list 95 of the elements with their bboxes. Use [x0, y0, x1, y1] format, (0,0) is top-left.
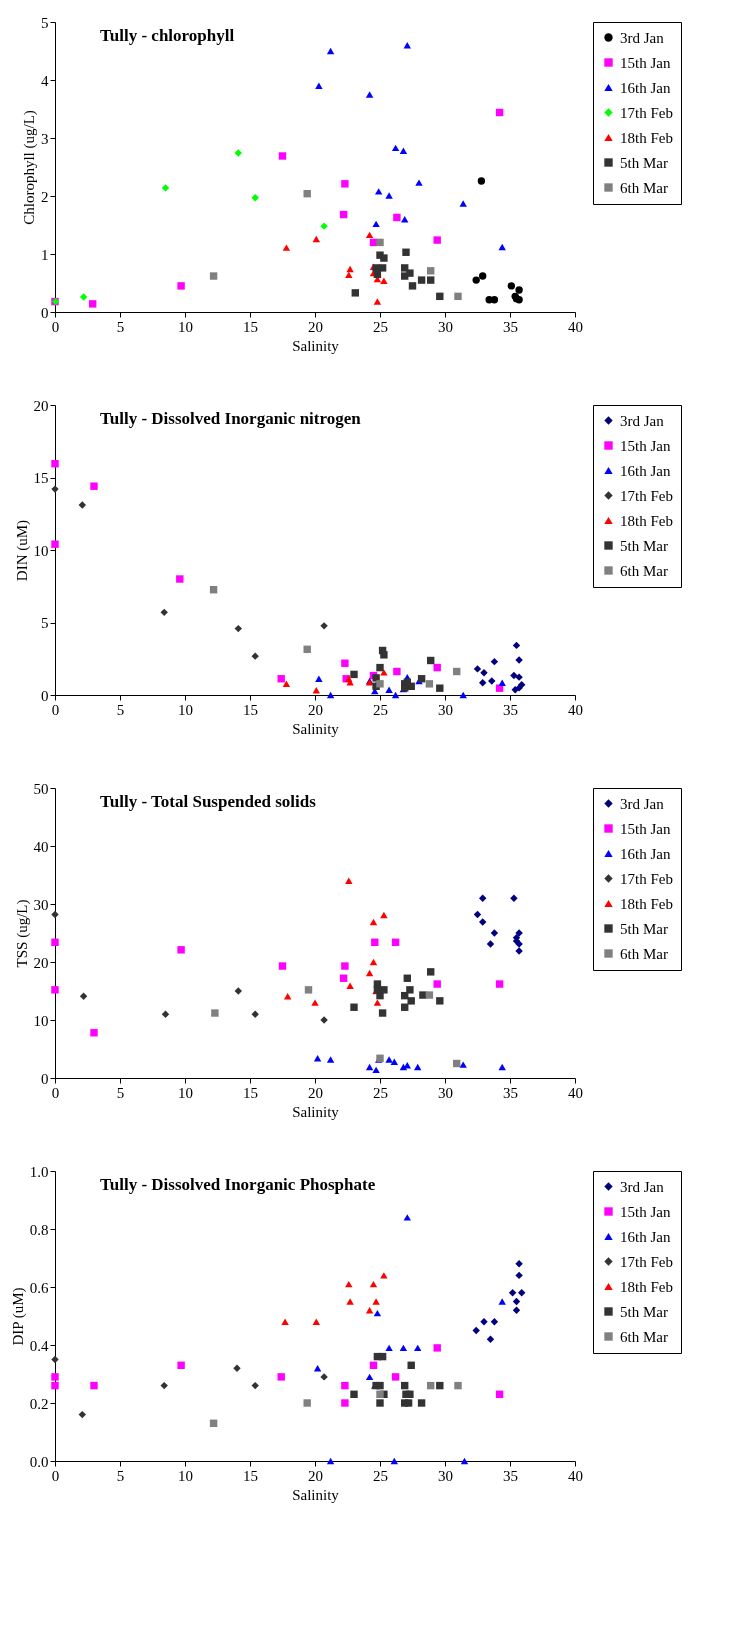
x-tick-label: 5 — [116, 1467, 125, 1484]
x-tick-label: 35 — [503, 701, 518, 718]
legend-label: 5th Mar — [620, 537, 668, 554]
y-tick-label: 0.4 — [29, 1337, 49, 1354]
legend-label: 3rd Jan — [620, 795, 665, 812]
legend-label: 5th Mar — [620, 154, 668, 171]
y-tick-label: 0.0 — [29, 1453, 49, 1470]
y-axis-title: DIN (uM) — [13, 519, 31, 582]
y-tick-label: 0.8 — [29, 1221, 49, 1238]
x-tick-label: 30 — [438, 1467, 453, 1484]
legend-label: 18th Feb — [620, 895, 673, 912]
x-tick-label: 40 — [568, 318, 583, 335]
x-tick-label: 30 — [438, 1084, 453, 1101]
x-tick-label: 30 — [438, 318, 453, 335]
y-tick-label: 0 — [41, 304, 49, 321]
x-tick-label: 15 — [243, 701, 258, 718]
x-tick-label: 25 — [373, 701, 388, 718]
x-tick-label: 15 — [243, 1084, 258, 1101]
x-tick-label: 15 — [243, 318, 258, 335]
x-tick-label: 30 — [438, 701, 453, 718]
legend-label: 5th Mar — [620, 920, 668, 937]
legend-label: 15th Jan — [620, 820, 671, 837]
legend-label: 3rd Jan — [620, 1178, 665, 1195]
chart-title: Tully - Total Suspended solids — [100, 792, 317, 811]
y-tick-label: 1.0 — [29, 1163, 49, 1180]
legend-label: 6th Mar — [620, 1328, 668, 1345]
x-tick-label: 5 — [116, 1084, 125, 1101]
x-tick-label: 25 — [373, 318, 388, 335]
legend-label: 6th Mar — [620, 945, 668, 962]
y-axis-title: TSS (ug/L) — [13, 899, 31, 968]
y-tick-label: 30 — [33, 896, 49, 913]
x-tick-label: 35 — [503, 318, 518, 335]
x-tick-label: 25 — [373, 1467, 388, 1484]
x-tick-label: 10 — [178, 318, 193, 335]
x-tick-label: 40 — [568, 1467, 583, 1484]
x-tick-label: 15 — [243, 1467, 258, 1484]
legend-label: 5th Mar — [620, 1303, 668, 1320]
x-tick-label: 35 — [503, 1084, 518, 1101]
legend-label: 17th Feb — [620, 870, 673, 887]
legend-label: 3rd Jan — [620, 412, 665, 429]
y-tick-label: 2 — [41, 188, 49, 205]
y-axis-title: DIP (uM) — [9, 1287, 27, 1346]
x-tick-label: 35 — [503, 1467, 518, 1484]
x-tick-label: 10 — [178, 1467, 193, 1484]
legend-label: 16th Jan — [620, 845, 671, 862]
legend-label: 18th Feb — [620, 512, 673, 529]
y-axis-title: Chlorophyll (ug/L) — [21, 110, 38, 225]
chart-title: Tully - Dissolved Inorganic Phosphate — [100, 1175, 376, 1194]
y-tick-label: 20 — [33, 397, 49, 414]
y-tick-label: 10 — [33, 1012, 49, 1029]
y-tick-label: 5 — [41, 615, 49, 631]
x-axis-title: Salinity — [292, 720, 340, 737]
y-tick-label: 0 — [41, 687, 49, 704]
y-tick-label: 20 — [33, 954, 49, 971]
y-tick-label: 0.6 — [29, 1279, 49, 1296]
x-tick-label: 5 — [116, 318, 125, 335]
y-tick-label: 50 — [33, 780, 49, 797]
x-tick-label: 20 — [308, 1467, 323, 1484]
y-tick-label: 1 — [41, 246, 49, 263]
legend-label: 18th Feb — [620, 1278, 673, 1295]
y-tick-label: 0.2 — [29, 1395, 49, 1412]
legend-label: 17th Feb — [620, 1253, 673, 1270]
chart-title: Tully - chlorophyll — [100, 26, 235, 45]
y-tick-label: 10 — [33, 542, 49, 559]
legend-label: 6th Mar — [620, 179, 668, 196]
x-tick-label: 10 — [178, 1084, 193, 1101]
legend-label: 16th Jan — [620, 462, 671, 479]
legend-label: 3rd Jan — [620, 29, 665, 46]
legend-label: 15th Jan — [620, 437, 671, 454]
legend-label: 15th Jan — [620, 54, 671, 71]
x-tick-label: 5 — [116, 701, 125, 718]
legend-label: 18th Feb — [620, 129, 673, 146]
legend-label: 16th Jan — [620, 1228, 671, 1245]
legend-label: 15th Jan — [620, 1203, 671, 1220]
legend-label: 17th Feb — [620, 104, 673, 121]
legend-label: 17th Feb — [620, 487, 673, 504]
legend-label: 16th Jan — [620, 79, 671, 96]
x-tick-label: 25 — [373, 1084, 388, 1101]
y-tick-label: 40 — [33, 838, 49, 855]
x-tick-label: 40 — [568, 701, 583, 718]
y-tick-label: 4 — [41, 72, 49, 89]
x-tick-label: 20 — [308, 318, 323, 335]
x-axis-title: Salinity — [292, 1486, 340, 1503]
x-tick-label: 10 — [178, 701, 193, 718]
y-tick-label: 0 — [41, 1070, 49, 1087]
y-tick-label: 15 — [33, 470, 49, 486]
legend-label: 6th Mar — [620, 562, 668, 579]
x-tick-label: 20 — [308, 1084, 323, 1101]
x-tick-label: 40 — [568, 1084, 583, 1101]
y-tick-label: 3 — [41, 130, 49, 147]
x-axis-title: Salinity — [292, 337, 340, 354]
chart-title: Tully - Dissolved Inorganic nitrogen — [100, 409, 362, 428]
y-tick-label: 5 — [41, 14, 49, 31]
x-axis-title: Salinity — [292, 1103, 340, 1120]
x-tick-label: 20 — [308, 701, 323, 718]
